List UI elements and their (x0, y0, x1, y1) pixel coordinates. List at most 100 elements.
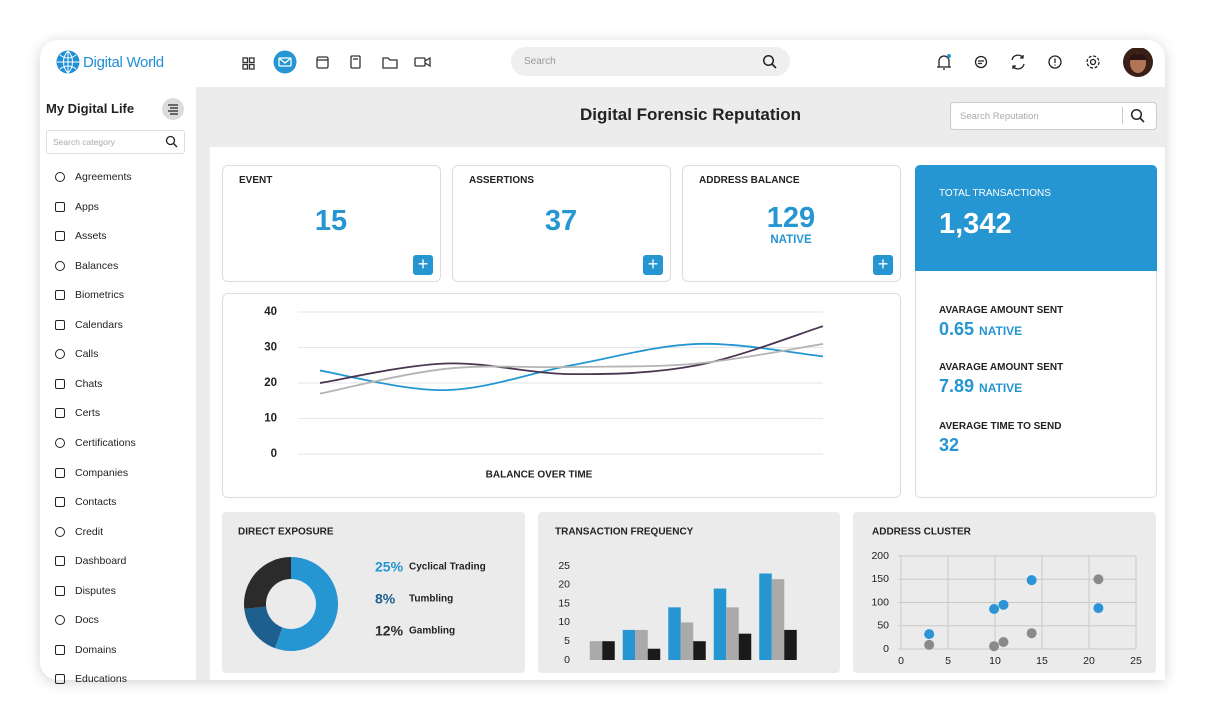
x-tick-label: 5 (945, 655, 951, 667)
chart-title: BALANCE OVER TIME (486, 470, 593, 481)
menu-icon (55, 526, 65, 537)
menu-item[interactable]: Contacts (75, 496, 117, 509)
x-tick-label: 15 (1036, 655, 1048, 667)
point (1026, 628, 1037, 639)
menu-item[interactable]: Balances (75, 259, 119, 272)
legend-label: Tumbling (409, 594, 453, 605)
menu-item[interactable]: Credit (75, 525, 104, 538)
menu-item[interactable]: Agreements (75, 171, 132, 183)
line (319, 342, 824, 392)
y-tick-label: 20 (558, 579, 570, 591)
add-button[interactable]: + (413, 255, 433, 275)
menu-icon (55, 556, 65, 567)
menu-item[interactable]: Calendars (75, 318, 123, 331)
menu-item[interactable]: Educations (75, 673, 127, 686)
legend-label: Gambling (409, 626, 455, 637)
reputation-search-icon (1130, 108, 1145, 123)
bar (738, 633, 752, 660)
stat-label: ASSERTIONS (469, 175, 535, 186)
legend-label: Cyclical Trading (409, 562, 486, 573)
sidebar-toggle[interactable] (161, 97, 185, 121)
metric-label: AVERAGE TIME TO SEND (939, 421, 1062, 432)
total-header (915, 165, 1157, 271)
y-tick-label: 10 (264, 413, 277, 425)
x-tick-label: 25 (1130, 655, 1142, 667)
menu-icon (55, 408, 65, 419)
y-tick-label: 100 (871, 596, 889, 608)
chart-title: ADDRESS CLUSTER (872, 527, 972, 538)
menu-icon (55, 497, 65, 508)
stat-value: 37 (544, 205, 578, 237)
header: Digital World Search (40, 40, 1165, 87)
point (998, 637, 1009, 648)
x-tick-label: 20 (1083, 655, 1095, 667)
menu-item[interactable]: Calls (75, 348, 99, 361)
menu-item[interactable]: Apps (75, 200, 99, 213)
point (1093, 603, 1104, 614)
chart-title: TRANSACTION FREQUENCY (555, 527, 694, 538)
menu-item[interactable]: Biometrics (75, 289, 125, 302)
menu-item[interactable]: Dashboard (75, 555, 127, 568)
point (1026, 575, 1037, 586)
nav-icons[interactable] (235, 48, 635, 80)
line (319, 343, 824, 395)
metric-value: 0.65 (939, 319, 975, 339)
bar (622, 629, 636, 660)
menu-icon (55, 378, 65, 389)
search-placeholder: Search (524, 56, 556, 67)
stat-label: EVENT (239, 175, 273, 186)
add-button[interactable]: + (643, 255, 663, 275)
bar (680, 622, 694, 660)
category-search[interactable] (46, 130, 185, 154)
y-tick-label: 30 (264, 342, 277, 354)
menu-item[interactable]: Docs (75, 614, 99, 627)
menu-item[interactable]: Assets (75, 230, 107, 243)
point (989, 641, 1000, 652)
menu-item[interactable]: Companies (75, 466, 129, 479)
menu-item[interactable]: Certs (75, 407, 101, 420)
toolbar-icons[interactable] (930, 48, 1170, 80)
metric-label: AVARAGE AMOUNT SENT (939, 305, 1064, 316)
add-button[interactable]: + (873, 255, 893, 275)
menu-icon (55, 585, 65, 596)
chart-title: DIRECT EXPOSURE (238, 527, 334, 538)
bar (635, 629, 648, 660)
search-icon (762, 54, 777, 69)
menu-icon (55, 615, 65, 626)
category-search-icon (165, 135, 178, 148)
menu-item[interactable]: Certifications (75, 436, 136, 449)
pie-slice (274, 557, 339, 652)
legend-value: 25% (375, 559, 404, 575)
menu-item[interactable]: Disputes (75, 584, 116, 597)
menu-icon (55, 290, 65, 301)
y-tick-label: 150 (871, 573, 889, 585)
y-tick-label: 40 (264, 306, 277, 318)
bar (647, 648, 661, 660)
menu-item[interactable]: Chats (75, 377, 103, 390)
stat-card (452, 165, 671, 282)
x-tick-label: 10 (989, 655, 1001, 667)
y-tick-label: 5 (564, 635, 570, 647)
y-tick-label: 15 (558, 597, 570, 609)
y-tick-label: 0 (564, 654, 570, 666)
line-card (222, 293, 901, 498)
menu-icon (55, 172, 65, 182)
bar (771, 579, 785, 660)
y-tick-label: 0 (883, 643, 889, 655)
menu-icon (55, 644, 65, 655)
metric-row: 0.65 NATIVE (939, 319, 1022, 340)
menu-item[interactable]: Domains (75, 643, 117, 656)
metric-unit: NATIVE (979, 324, 1023, 338)
divider (1122, 107, 1123, 124)
line (319, 325, 824, 384)
metric-row: 32 (939, 435, 959, 456)
stat-unit: NATIVE (770, 234, 812, 246)
total-label: TOTAL TRANSACTIONS (939, 188, 1051, 199)
search-box[interactable] (511, 47, 790, 76)
y-tick-label: 200 (871, 550, 889, 562)
menu-icon (55, 319, 65, 330)
sidebar-title: My Digital Life (46, 101, 135, 116)
metric-value: 7.89 (939, 376, 975, 396)
y-tick-label: 0 (271, 448, 277, 460)
